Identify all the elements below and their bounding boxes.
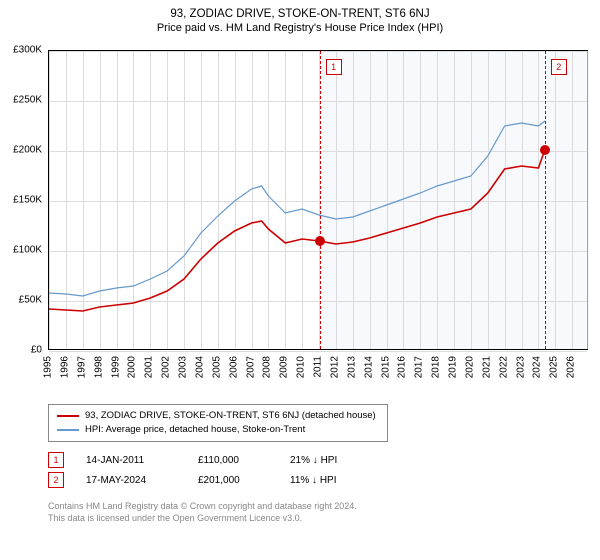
chart-title: 93, ZODIAC DRIVE, STOKE-ON-TRENT, ST6 6N… [0,0,600,20]
event-dot [315,236,325,246]
event-badge: 1 [326,59,342,75]
event-dashed-line [545,51,546,349]
x-tick: 2019 [448,356,459,378]
x-tick: 2025 [549,356,560,378]
y-tick: £200K [4,145,42,156]
legend-swatch [57,429,79,431]
y-tick: £50K [4,295,42,306]
x-tick: 1995 [43,356,54,378]
event-date: 14-JAN-2011 [86,455,176,466]
event-row: 2 17-MAY-2024 £201,000 11% ↓ HPI [48,470,337,490]
y-tick: £100K [4,245,42,256]
event-dot [540,145,550,155]
event-date: 17-MAY-2024 [86,475,176,486]
x-tick: 2007 [245,356,256,378]
x-tick: 2002 [161,356,172,378]
chart-subtitle: Price paid vs. HM Land Registry's House … [0,20,600,34]
legend-row: 93, ZODIAC DRIVE, STOKE-ON-TRENT, ST6 6N… [57,409,379,423]
x-tick: 2000 [127,356,138,378]
x-tick: 2009 [279,356,290,378]
legend-row: HPI: Average price, detached house, Stok… [57,423,379,437]
x-tick: 2026 [566,356,577,378]
x-tick: 1998 [93,356,104,378]
x-tick: 2005 [211,356,222,378]
x-tick: 2014 [363,356,374,378]
event-number-badge: 1 [48,452,64,468]
x-tick: 2012 [329,356,340,378]
event-delta: 21% ↓ HPI [290,455,337,466]
event-badge: 2 [551,59,567,75]
legend-label: 93, ZODIAC DRIVE, STOKE-ON-TRENT, ST6 6N… [85,409,376,423]
x-tick: 2004 [194,356,205,378]
footer-line2: This data is licensed under the Open Gov… [48,512,357,524]
y-tick: £0 [4,345,42,356]
x-tick: 2015 [380,356,391,378]
x-tick: 2001 [144,356,155,378]
x-tick: 2020 [464,356,475,378]
event-price: £201,000 [198,475,268,486]
y-tick: £300K [4,45,42,56]
y-tick: £150K [4,195,42,206]
x-tick: 2023 [515,356,526,378]
x-tick: 2017 [414,356,425,378]
x-tick: 2022 [498,356,509,378]
event-dashed-line [320,51,321,349]
x-tick: 2011 [313,356,324,378]
y-tick: £250K [4,95,42,106]
x-tick: 2021 [481,356,492,378]
event-number-badge: 2 [48,472,64,488]
event-table: 1 14-JAN-2011 £110,000 21% ↓ HPI 2 17-MAY-202… [48,450,337,490]
x-tick: 2024 [532,356,543,378]
footer: Contains HM Land Registry data © Crown c… [48,500,357,524]
x-tick: 2010 [296,356,307,378]
x-tick: 1999 [110,356,121,378]
x-tick: 2013 [346,356,357,378]
x-tick: 2006 [228,356,239,378]
x-tick: 2003 [178,356,189,378]
x-tick: 1997 [76,356,87,378]
x-tick: 2008 [262,356,273,378]
event-delta: 11% ↓ HPI [290,475,337,486]
legend-swatch [57,415,79,417]
footer-line1: Contains HM Land Registry data © Crown c… [48,500,357,512]
event-price: £110,000 [198,455,268,466]
x-tick: 1996 [59,356,70,378]
x-tick: 2016 [397,356,408,378]
legend-box: 93, ZODIAC DRIVE, STOKE-ON-TRENT, ST6 6N… [48,404,388,442]
event-row: 1 14-JAN-2011 £110,000 21% ↓ HPI [48,450,337,470]
legend-label: HPI: Average price, detached house, Stok… [85,423,305,437]
plot-area: 12 [48,50,588,350]
x-tick: 2018 [431,356,442,378]
